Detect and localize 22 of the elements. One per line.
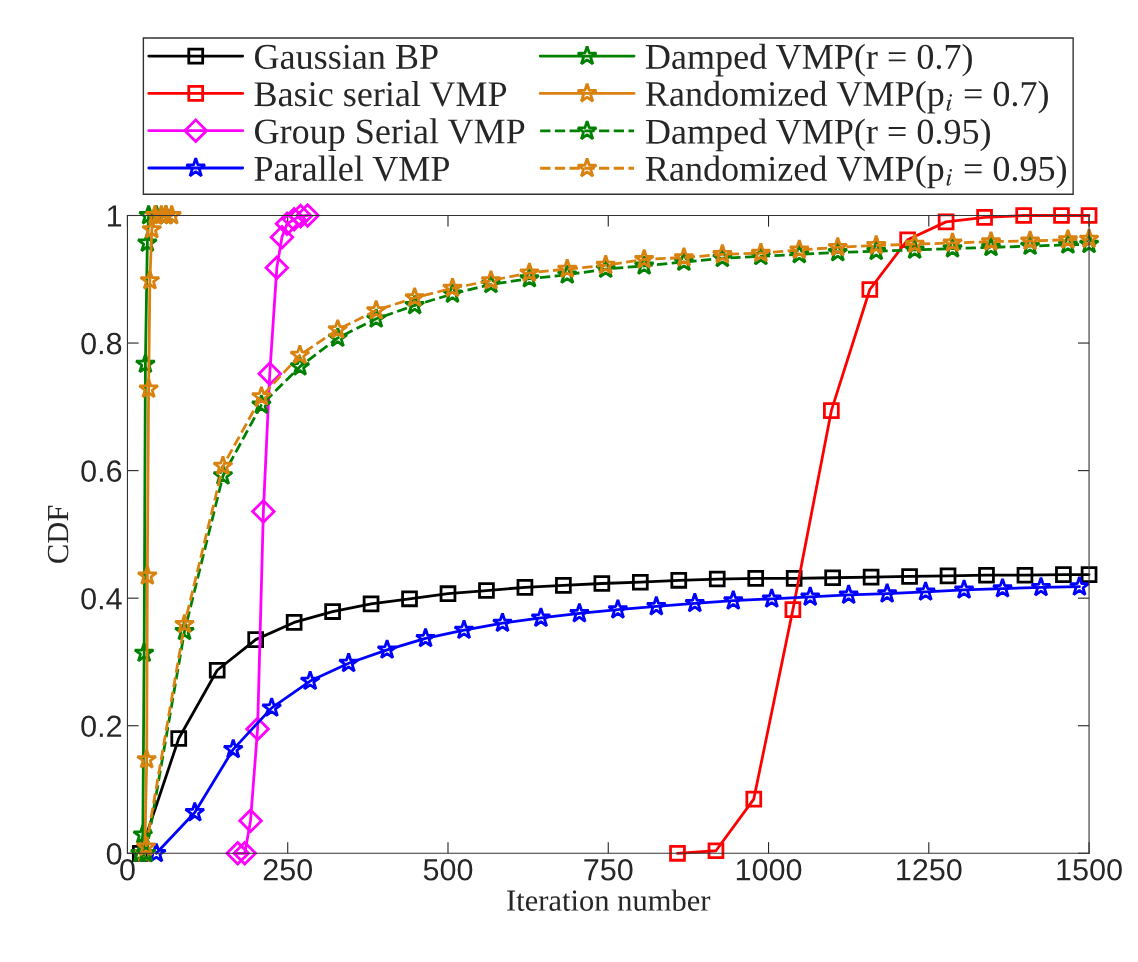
x-tick-label: 1500 bbox=[1057, 858, 1122, 881]
y-axis-title: CDF bbox=[47, 505, 69, 563]
y-tick-label: 0 bbox=[106, 843, 122, 865]
x-tick-label: 750 bbox=[584, 858, 633, 881]
legend-label: Damped VMP(r = 0.95) bbox=[645, 118, 990, 152]
x-tick-label: 500 bbox=[423, 858, 473, 881]
x-tick-label: 1000 bbox=[736, 858, 802, 881]
legend-label: Parallel VMP bbox=[254, 155, 450, 182]
legend-label: Gaussian BP bbox=[255, 44, 438, 70]
x-tick-label: 250 bbox=[263, 858, 313, 881]
y-tick-label: 0.6 bbox=[81, 460, 122, 482]
x-tick-label: 1250 bbox=[897, 858, 962, 881]
legend-label: Randomized VMP(p$_{i}$ = 0.95) bbox=[645, 155, 1066, 189]
y-tick-label: 0.8 bbox=[81, 332, 122, 355]
y-tick-label: 0.4 bbox=[81, 587, 122, 610]
legend-label: Basic serial VMP bbox=[254, 80, 507, 107]
x-axis-title: Iteration number bbox=[507, 889, 711, 911]
y-tick-label: 1 bbox=[107, 205, 122, 227]
legend-label: Damped VMP(r = 0.7) bbox=[645, 43, 972, 77]
legend-label: Group Serial VMP bbox=[255, 118, 525, 152]
y-tick-label: 0.2 bbox=[81, 715, 122, 738]
legend-label: Randomized VMP(p$_{i}$ = 0.7) bbox=[645, 80, 1048, 114]
